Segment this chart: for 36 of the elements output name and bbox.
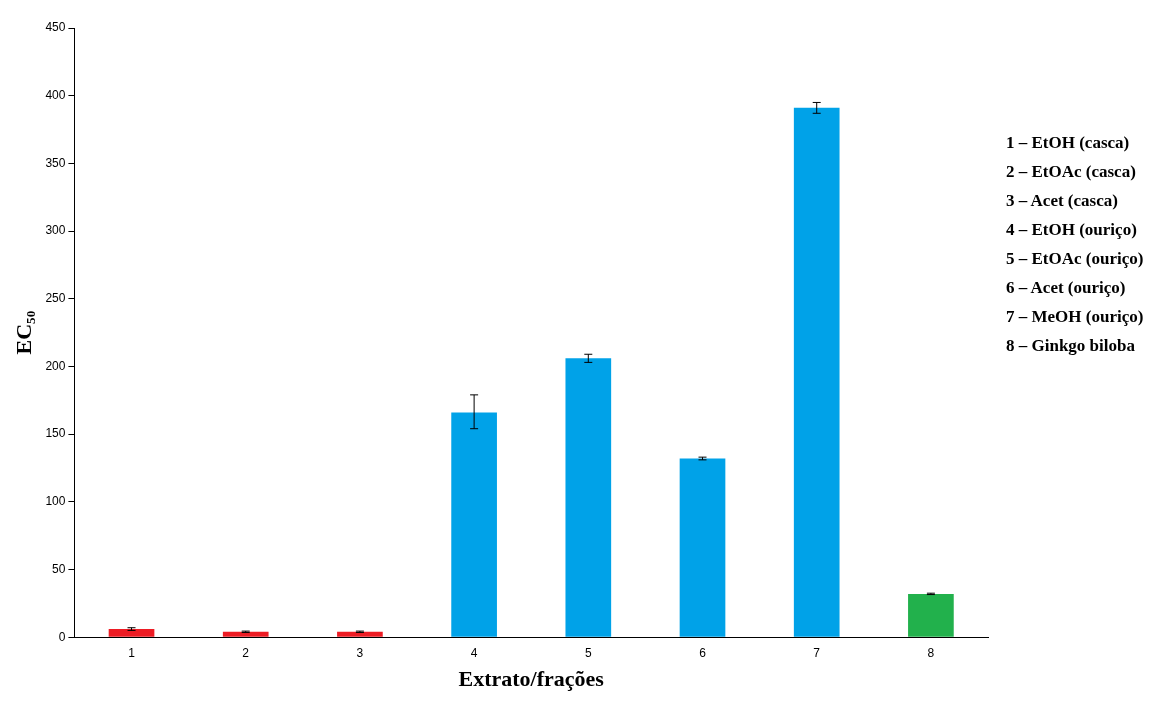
- text: 8 – Ginkgo biloba: [1006, 336, 1136, 356]
- text: 4 – EtOH (ouriço): [1006, 220, 1138, 240]
- y-tick-label: 200: [45, 358, 66, 373]
- y-tick-label: 0: [58, 629, 66, 644]
- x-tick-label: 5: [584, 645, 592, 660]
- y-tick-label: 450: [45, 20, 66, 35]
- x-tick-label: 7: [813, 645, 821, 660]
- y-tick-label: 300: [45, 223, 66, 238]
- bar: [565, 358, 612, 637]
- y-tick-label: 150: [45, 426, 66, 441]
- x-tick-label: 3: [356, 645, 364, 660]
- bar: [908, 593, 954, 637]
- text: 6 – Acet (ouriço): [1006, 278, 1127, 298]
- bar: [451, 412, 497, 637]
- y-tick-label: 400: [45, 88, 66, 102]
- text: 2 – EtOAc (casca): [1006, 162, 1137, 182]
- bar: [108, 629, 155, 637]
- y-tick-label: 250: [45, 291, 66, 306]
- bar: [679, 458, 726, 637]
- x-tick-label: 8: [927, 645, 935, 660]
- y-tick-label: 350: [45, 155, 66, 170]
- text: 5 – EtOAc (ouriço): [1006, 249, 1144, 269]
- x-tick-label: 1: [128, 645, 136, 660]
- text: 7 – MeOH (ouriço): [1006, 307, 1144, 327]
- bar: [793, 107, 840, 637]
- y-tick-label: 100: [45, 494, 66, 509]
- x-tick-label: 6: [699, 645, 707, 660]
- bar: [222, 631, 269, 637]
- text: 1 – EtOH (casca): [1006, 133, 1131, 153]
- y-tick-label: 50: [52, 561, 66, 576]
- bar: [337, 631, 383, 637]
- y-axis-title: EC₅₀: [10, 310, 36, 355]
- x-axis-title: Extrato/frações: [458, 666, 605, 692]
- x-tick-label: 4: [470, 645, 478, 660]
- text: 3 – Acet (casca): [1006, 191, 1119, 211]
- x-tick-label: 2: [242, 645, 250, 660]
